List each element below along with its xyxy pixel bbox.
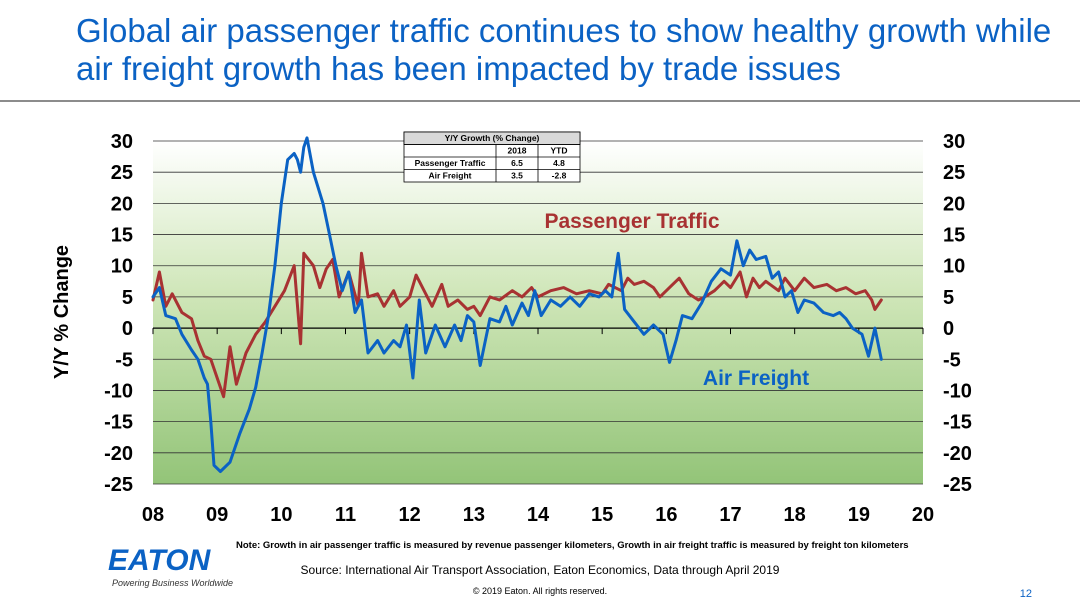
logo-wordmark: EATON	[108, 544, 211, 577]
y-tick-label-left: -5	[115, 349, 133, 371]
series-line-air-freight	[151, 136, 883, 473]
x-tick-label: 13	[463, 504, 485, 526]
y-tick-label-right: 0	[943, 318, 954, 340]
y-tick-label-left: 0	[122, 318, 133, 340]
title-divider	[0, 100, 1080, 102]
table-cell: Passenger Traffic	[415, 158, 486, 168]
y-tick-label-left: -25	[104, 474, 133, 496]
x-tick-label: 18	[784, 504, 806, 526]
x-tick-label: 09	[206, 504, 228, 526]
x-tick-label: 12	[399, 504, 421, 526]
y-tick-label-left: 20	[111, 193, 133, 215]
table-cell: -2.8	[552, 171, 567, 181]
y-tick-label-right: -20	[943, 443, 972, 465]
x-tick-label: 19	[848, 504, 870, 526]
logo-tagline: Powering Business Worldwide	[112, 578, 234, 588]
y-tick-label-right: 10	[943, 256, 965, 278]
y-tick-label-right: -10	[943, 380, 972, 402]
annotation-air-freight: Air Freight	[703, 367, 809, 390]
y-tick-label-right: 30	[943, 131, 965, 153]
y-tick-label-left: -20	[104, 443, 133, 465]
table-cell: Air Freight	[429, 171, 472, 181]
x-tick-label: 15	[591, 504, 613, 526]
series-lines	[151, 136, 883, 473]
y-tick-label-right: 15	[943, 225, 965, 247]
axes: 30 30 25 25 20 20 15 15 10 10 5 5 0 0 -5 -5 -10 -10 -15 -15…	[51, 131, 972, 526]
source-line: Source: International Air Transport Asso…	[300, 563, 780, 577]
y-tick-label-right: -15	[943, 412, 972, 434]
copyright: © 2019 Eaton. All rights reserved.	[472, 586, 608, 596]
x-tick-label: 11	[335, 504, 356, 526]
table-cell: YTD	[551, 146, 568, 156]
chart-annotations: Passenger Traffic Air Freight	[544, 210, 809, 390]
y-tick-label-left: 30	[111, 131, 133, 153]
growth-table: Y/Y Growth (% Change) 2018 YTD Passenger Tr…	[403, 131, 581, 183]
table-cell: 6.5	[511, 158, 523, 168]
y-tick-label-left: -15	[104, 412, 133, 434]
slide-title: Global air passenger traffic continues t…	[76, 12, 1052, 87]
table-cell: 3.5	[511, 171, 523, 181]
y-tick-label-left: 5	[122, 287, 133, 309]
y-tick-label-right: -25	[943, 474, 972, 496]
y-tick-label-left: 10	[111, 256, 133, 278]
y-tick-label-left: -10	[104, 380, 133, 402]
x-tick-label: 16	[655, 504, 677, 526]
x-tick-label: 08	[142, 504, 164, 526]
table-title: Y/Y Growth (% Change)	[445, 133, 540, 143]
footnote: Note: Growth in air passenger traffic is…	[236, 540, 909, 551]
y-tick-label-right: 20	[943, 193, 965, 215]
table-cell: 4.8	[553, 158, 565, 168]
y-tick-label-right: 5	[943, 287, 954, 309]
y-tick-label-left: 15	[111, 225, 133, 247]
annotation-passenger-traffic: Passenger Traffic	[544, 210, 719, 233]
y-tick-label-left: 25	[111, 162, 133, 184]
x-tick-label: 17	[719, 504, 741, 526]
y-axis-label: Y/Y % Change	[51, 245, 73, 379]
grid-lines	[153, 140, 923, 485]
table-cell: 2018	[508, 146, 527, 156]
y-tick-label-right: -5	[943, 349, 961, 371]
x-tick-label: 10	[270, 504, 292, 526]
series-line-passenger-traffic	[151, 251, 883, 399]
x-tick-label: 20	[912, 504, 934, 526]
x-tick-label: 14	[527, 504, 550, 526]
y-tick-label-right: 25	[943, 162, 965, 184]
page-number: 12	[1019, 588, 1032, 600]
eaton-logo: EATON Powering Business Worldwide	[108, 545, 238, 593]
